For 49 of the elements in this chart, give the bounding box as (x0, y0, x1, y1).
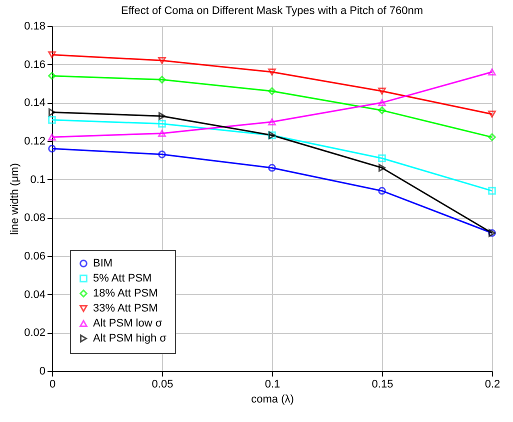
x-tick-label: 0 (49, 378, 56, 390)
point (378, 186, 386, 195)
point (488, 186, 496, 195)
point (268, 68, 276, 76)
x-tick-label: 0.15 (372, 378, 394, 390)
y-tick-label: 0.08 (24, 212, 46, 224)
y-tick-label: 0.1 (30, 174, 46, 186)
legend-label: Alt PSM low σ (93, 318, 162, 330)
y-tick-label: 0.12 (24, 136, 46, 148)
point (488, 68, 496, 76)
y-tick-label: 0 (39, 366, 46, 378)
x-tick-label: 0.2 (484, 378, 500, 390)
point (268, 87, 276, 96)
y-tick-label: 0.16 (24, 58, 46, 71)
point (48, 51, 56, 58)
x-tick-label: 0.05 (152, 378, 174, 390)
point (378, 88, 386, 95)
point (378, 99, 386, 106)
point (158, 150, 166, 158)
y-tick-label: 0.04 (24, 288, 46, 301)
point (158, 57, 166, 64)
y-axis-title: line width (μm) (9, 163, 22, 235)
point (268, 164, 276, 172)
y-tick-label: 0.14 (24, 97, 46, 110)
point (158, 130, 166, 137)
point (48, 134, 56, 141)
y-tick-label: 0.02 (24, 327, 46, 340)
x-axis-title: coma (λ) (251, 394, 294, 406)
y-tick-label: 0.06 (24, 250, 46, 262)
point (268, 118, 276, 126)
point (378, 154, 386, 162)
point (488, 110, 496, 118)
point (48, 72, 56, 80)
chart-title: Effect of Coma on Different Mask Types with a Pitch of 760nm (120, 5, 424, 17)
point (48, 108, 56, 116)
x-tick-label: 0.1 (264, 378, 280, 390)
point (158, 76, 166, 84)
legend-label: 33% Att PSM (93, 302, 158, 314)
legend-label: 18% Att PSM (93, 288, 158, 300)
point (378, 106, 386, 114)
point (488, 133, 496, 142)
point (378, 164, 386, 172)
point (158, 112, 166, 120)
point (48, 116, 56, 124)
point (158, 120, 166, 128)
y-tick-label: 0.18 (24, 20, 46, 32)
legend-label: 5% Att PSM (93, 272, 152, 284)
legend-label: BIM (93, 258, 113, 270)
legend-label: Alt PSM high σ (93, 332, 167, 344)
